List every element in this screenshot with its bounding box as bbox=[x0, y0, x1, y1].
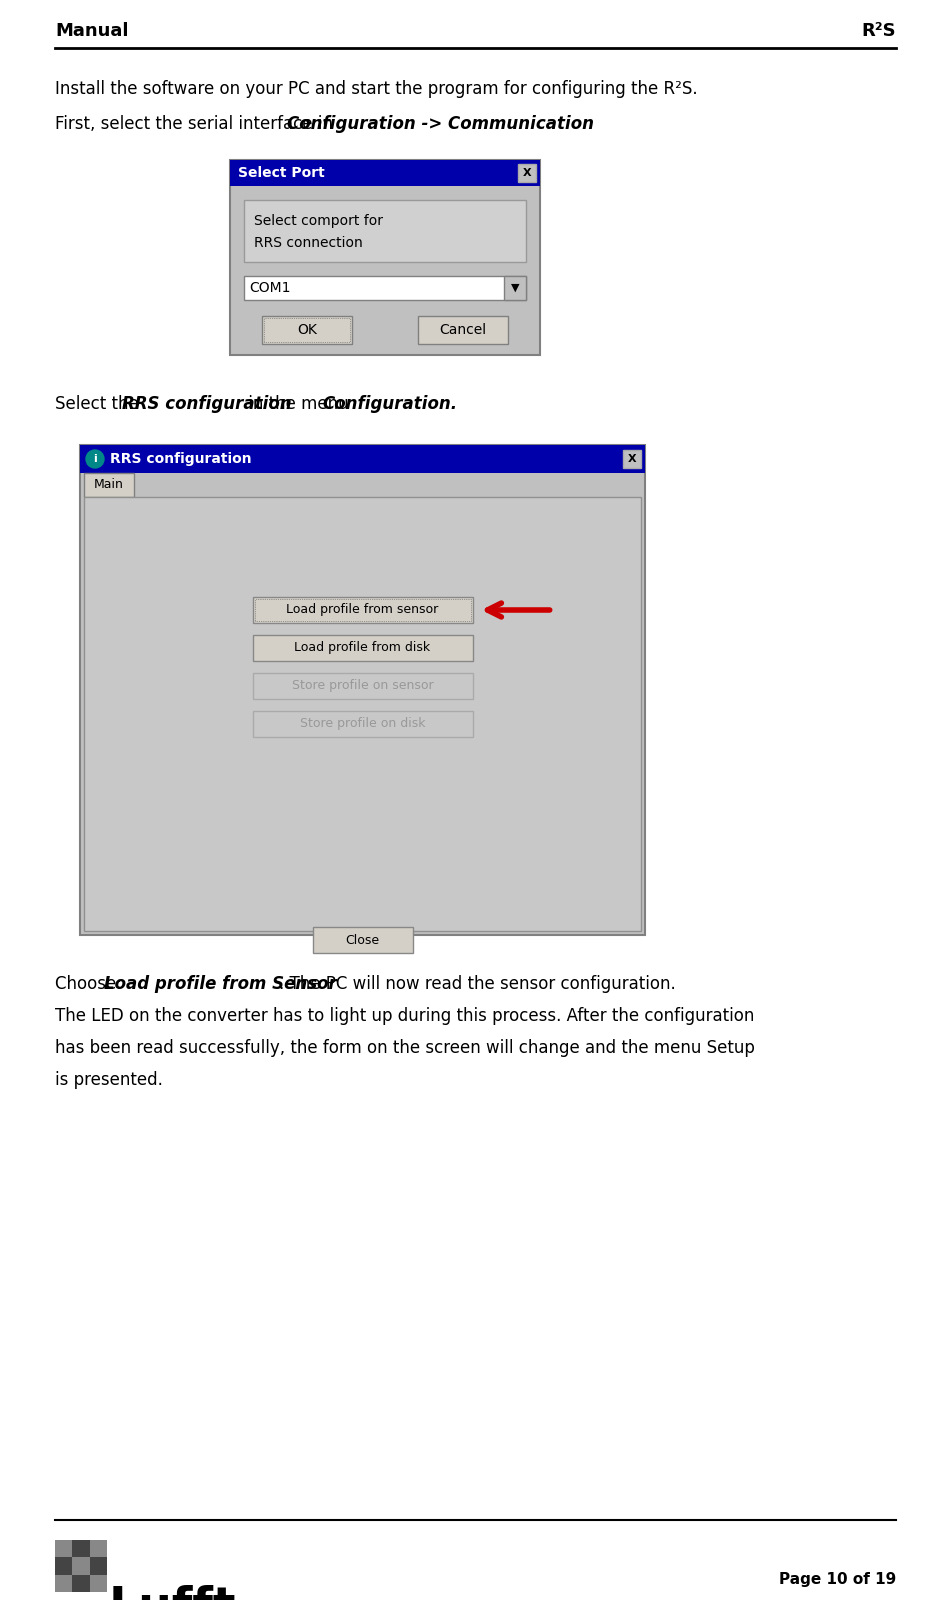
Text: Select the: Select the bbox=[55, 395, 144, 413]
Text: First, select the serial interface in: First, select the serial interface in bbox=[55, 115, 339, 133]
Bar bbox=[518, 165, 536, 182]
Bar bbox=[89, 1539, 107, 1557]
Text: i: i bbox=[93, 454, 97, 464]
Bar bbox=[80, 445, 645, 934]
Bar bbox=[230, 160, 540, 186]
Bar bbox=[72, 1557, 89, 1574]
Bar bbox=[253, 674, 473, 699]
Bar bbox=[55, 1539, 72, 1557]
Bar bbox=[89, 1557, 107, 1574]
Text: Load profile from Sensor: Load profile from Sensor bbox=[104, 974, 337, 994]
Bar bbox=[253, 597, 473, 622]
Text: is presented.: is presented. bbox=[55, 1070, 163, 1090]
Text: Page 10 of 19: Page 10 of 19 bbox=[779, 1571, 896, 1587]
Text: COM1: COM1 bbox=[249, 282, 290, 294]
Text: Choose:: Choose: bbox=[55, 974, 127, 994]
Text: Load profile from sensor: Load profile from sensor bbox=[286, 603, 438, 616]
Circle shape bbox=[86, 450, 104, 467]
Bar bbox=[313, 926, 413, 954]
Text: Cancel: Cancel bbox=[439, 323, 487, 338]
Bar bbox=[244, 200, 526, 262]
Text: RRS configuration: RRS configuration bbox=[122, 395, 292, 413]
Bar bbox=[264, 318, 350, 342]
Text: Store profile on disk: Store profile on disk bbox=[300, 717, 425, 731]
Text: Configuration.: Configuration. bbox=[322, 395, 457, 413]
Bar bbox=[230, 160, 540, 355]
Text: in the menu: in the menu bbox=[243, 395, 354, 413]
Bar bbox=[84, 498, 641, 931]
Text: The LED on the converter has to light up during this process. After the configur: The LED on the converter has to light up… bbox=[55, 1006, 754, 1026]
Text: Load profile from disk: Load profile from disk bbox=[295, 642, 431, 654]
Bar bbox=[89, 1574, 107, 1592]
Text: Configuration -> Communication: Configuration -> Communication bbox=[287, 115, 593, 133]
Text: Select Port: Select Port bbox=[238, 166, 324, 179]
Bar bbox=[418, 317, 508, 344]
Bar bbox=[84, 474, 134, 498]
Text: . The PC will now read the sensor configuration.: . The PC will now read the sensor config… bbox=[279, 974, 676, 994]
Text: Store profile on sensor: Store profile on sensor bbox=[292, 680, 434, 693]
Bar bbox=[623, 450, 641, 467]
Bar bbox=[72, 1539, 89, 1557]
Bar bbox=[253, 635, 473, 661]
Text: Close: Close bbox=[345, 933, 379, 947]
Text: RRS connection: RRS connection bbox=[254, 235, 362, 250]
Text: X: X bbox=[523, 168, 532, 178]
Bar bbox=[55, 1574, 72, 1592]
Bar bbox=[244, 275, 526, 301]
Bar bbox=[72, 1574, 89, 1592]
Text: X: X bbox=[628, 454, 636, 464]
Bar bbox=[253, 710, 473, 738]
Text: RRS configuration: RRS configuration bbox=[110, 451, 252, 466]
Text: Lufft: Lufft bbox=[109, 1584, 237, 1600]
Text: Main: Main bbox=[94, 478, 124, 491]
Bar bbox=[80, 445, 645, 474]
Text: R²S: R²S bbox=[862, 22, 896, 40]
Bar bbox=[262, 317, 352, 344]
Bar bbox=[255, 598, 471, 621]
Bar bbox=[55, 1557, 72, 1574]
Text: OK: OK bbox=[297, 323, 317, 338]
Text: Select comport for: Select comport for bbox=[254, 214, 383, 227]
Text: Manual: Manual bbox=[55, 22, 128, 40]
Text: Install the software on your PC and start the program for configuring the R²S.: Install the software on your PC and star… bbox=[55, 80, 698, 98]
Text: ▼: ▼ bbox=[511, 283, 519, 293]
Bar bbox=[504, 275, 526, 301]
Text: has been read successfully, the form on the screen will change and the menu Setu: has been read successfully, the form on … bbox=[55, 1038, 755, 1058]
